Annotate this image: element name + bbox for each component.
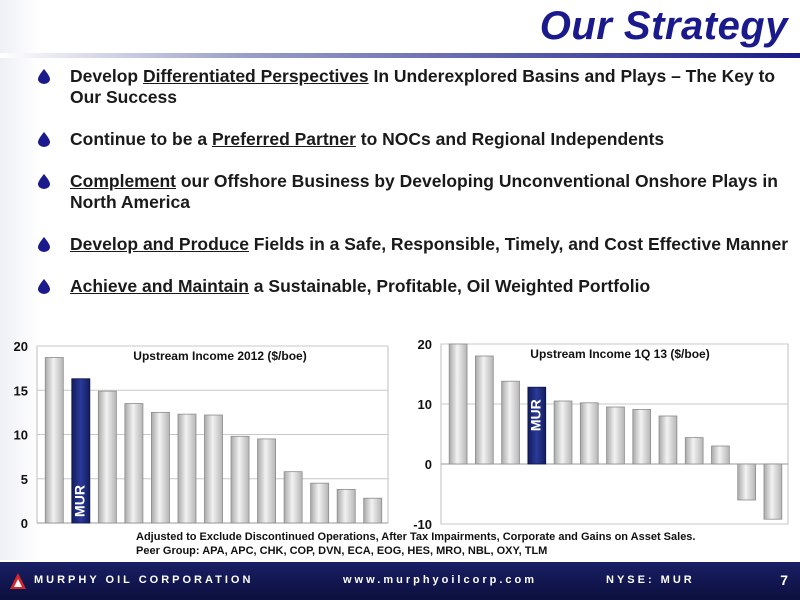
- peer-bar: [684, 437, 704, 465]
- bullet-text-underlined: Achieve and Maintain: [70, 276, 249, 296]
- y-tick-label: 0: [425, 457, 432, 472]
- page-number: 7: [780, 572, 788, 588]
- mur-bar: [527, 386, 547, 465]
- bullet-item: Achieve and Maintain a Sustainable, Prof…: [38, 276, 790, 297]
- footer-ticker: NYSE: MUR: [606, 574, 695, 586]
- peer-bar: [124, 403, 144, 524]
- bullet-text-post: In Underexplored Basins and Plays – The …: [70, 66, 776, 107]
- bar-chart-svg: -10 0 10 20 MUR Upstream Income 1Q 13 ($/boe): [413, 337, 789, 532]
- peer-bar: [763, 463, 783, 520]
- y-tick-label: 10: [418, 397, 432, 412]
- footer-website: www.murphyoilcorp.com: [343, 574, 537, 586]
- footnote-peer-group-text: Peer Group: APA, APC, CHK, COP, DVN, ECA…: [136, 545, 548, 557]
- y-tick-label: 15: [14, 383, 28, 398]
- bullet-text-underlined: Complement: [70, 171, 176, 191]
- peer-bar: [204, 414, 223, 524]
- peer-bar: [448, 343, 468, 465]
- mur-bar-label: MUR: [528, 399, 544, 431]
- title-divider: [0, 53, 800, 58]
- peer-bar: [310, 482, 330, 524]
- upstream-income-1q13-chart: -10 0 10 20 MUR Upstream Income 1Q 13 ($/boe): [398, 332, 794, 532]
- peer-bar: [632, 409, 652, 465]
- murphy-logo-icon: [10, 573, 26, 589]
- peer-bar: [658, 415, 678, 465]
- drop-bullet-icon: [38, 174, 50, 189]
- drop-bullet-icon: [38, 279, 50, 294]
- peer-bar: [553, 400, 573, 465]
- peer-bar: [606, 406, 625, 465]
- bullet-text-underlined: Develop and Produce: [70, 234, 249, 254]
- murphy-watermark: [0, 0, 40, 560]
- peer-bar: [363, 497, 383, 524]
- bullet-text-underlined: Preferred Partner: [211, 129, 356, 149]
- peer-bar: [737, 463, 756, 501]
- bullet-text-post: our Offshore Business by Developing Unco…: [70, 171, 778, 212]
- y-tick-label: 10: [14, 428, 28, 443]
- bullet-item: Complement our Offshore Business by Deve…: [38, 171, 790, 213]
- bullet-text-pre: Continue to be a: [70, 129, 212, 149]
- bullet-text-post: a Sustainable, Profitable, Oil Weighted …: [248, 276, 651, 296]
- peer-bar: [475, 355, 494, 465]
- footer-bar: MURPHY OIL CORPORATION www.murphyoilcorp…: [0, 562, 800, 600]
- mur-bar: [71, 378, 91, 524]
- bullet-item: Develop Differentiated Perspectives In U…: [38, 66, 790, 108]
- strategy-bullet-list: Develop Differentiated Perspectives In U…: [38, 66, 790, 297]
- peer-bar: [177, 413, 197, 524]
- peer-bar: [283, 471, 303, 524]
- chart-footnote: Adjusted to Exclude Discontinued Operati…: [136, 530, 696, 558]
- peer-bar: [150, 411, 170, 524]
- bullet-item: Develop and Produce Fields in a Safe, Re…: [38, 234, 790, 255]
- peer-bar: [501, 380, 520, 465]
- slide-title: Our Strategy: [539, 4, 788, 48]
- chart-title: Upstream Income 1Q 13 ($/boe): [530, 347, 709, 361]
- footnote-adjustment-text: Adjusted to Exclude Discontinued Operati…: [136, 531, 696, 543]
- bar-chart-svg: 0 5 10 15 20 MUR Upstream Income 2012 ($/boe): [14, 339, 389, 531]
- upstream-income-2012-chart: 0 5 10 15 20 MUR Upstream Income 2012 ($/boe): [0, 332, 396, 532]
- drop-bullet-icon: [38, 69, 50, 84]
- peer-bar: [97, 390, 117, 524]
- peer-bar: [336, 488, 356, 524]
- peer-bar: [257, 438, 276, 524]
- drop-bullet-icon: [38, 132, 50, 147]
- y-tick-label: 20: [14, 339, 28, 354]
- bullet-item: Continue to be a Preferred Partner to NO…: [38, 129, 790, 150]
- mur-bar-label: MUR: [72, 485, 88, 517]
- bullet-text-post: Fields in a Safe, Responsible, Timely, a…: [248, 234, 789, 254]
- bullet-text-pre: Develop: [70, 66, 143, 86]
- y-tick-label: -10: [413, 517, 432, 532]
- peer-bar: [579, 402, 599, 465]
- peer-bar: [711, 445, 730, 465]
- y-tick-label: 20: [418, 337, 432, 352]
- bullet-text-underlined: Differentiated Perspectives: [142, 66, 369, 86]
- footer-company-name: MURPHY OIL CORPORATION: [34, 574, 254, 586]
- chart-title: Upstream Income 2012 ($/boe): [133, 349, 306, 363]
- bullet-text-post: to NOCs and Regional Independents: [355, 129, 665, 149]
- peer-bar: [44, 357, 64, 524]
- y-tick-label: 0: [21, 516, 28, 531]
- y-tick-label: 5: [21, 472, 28, 487]
- drop-bullet-icon: [38, 237, 50, 252]
- peer-bar: [230, 435, 250, 524]
